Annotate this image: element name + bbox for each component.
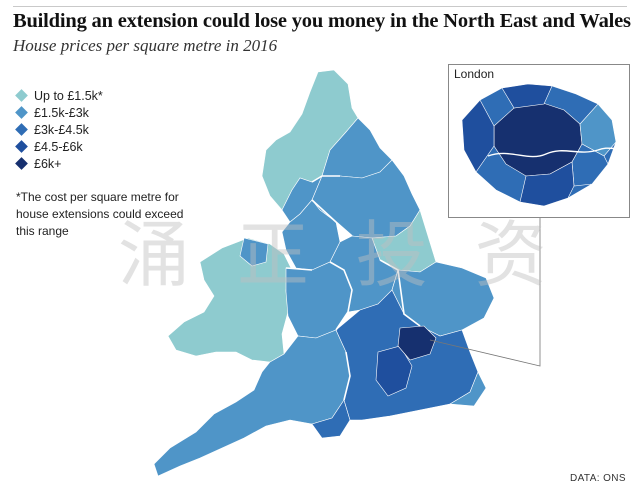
top-rule [13,6,627,7]
legend-item: Up to £1.5k* [15,88,103,103]
legend-label: £6k+ [34,156,62,171]
diamond-icon [15,157,28,170]
london-west [461,99,495,173]
london-inset-map [461,83,621,207]
legend-item: £6k+ [15,156,103,171]
legend-label: £3k-£4.5k [34,122,89,137]
region-wales-north [239,237,269,267]
legend-item: £1.5k-£3k [15,105,103,120]
london-inset-title: London [454,67,495,81]
diamond-icon [15,123,28,136]
data-source: DATA: ONS [569,473,626,484]
diamond-icon [15,89,28,102]
legend-item: £4.5-£6k [15,139,103,154]
inset-connector [429,216,541,367]
london-south [519,161,575,207]
london-north [501,83,553,109]
legend-item: £3k-£4.5k [15,122,103,137]
diamond-icon [15,106,28,119]
region-borders [285,175,421,401]
footnote: *The cost per square metre for house ext… [16,190,184,238]
diamond-icon [15,140,28,153]
chart-title: Building an extension could lose you mon… [13,10,631,32]
legend-label: £1.5k-£3k [34,105,89,120]
legend-label: £4.5-£6k [34,139,83,154]
region-wales [167,237,293,363]
thames-river [487,147,621,158]
region-london-on-map [397,325,437,361]
chart-subtitle: House prices per square metre in 2016 [13,36,278,55]
region-kent-coast [449,371,487,407]
legend-label: Up to £1.5k* [34,88,103,103]
legend: Up to £1.5k* £1.5k-£3k £3k-£4.5k £4.5-£6… [15,88,103,173]
